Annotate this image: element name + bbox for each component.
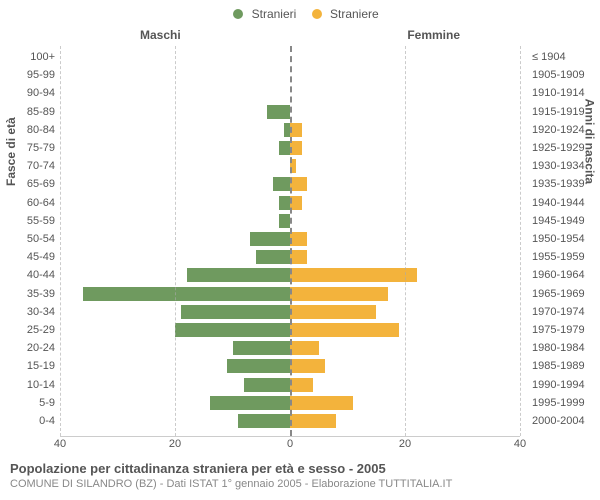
bar-female — [290, 232, 307, 246]
age-label: 70-74 — [0, 159, 55, 173]
x-tick-label: 40 — [514, 438, 526, 450]
bar-male — [83, 287, 290, 301]
bar-male — [238, 414, 290, 428]
birth-year-label: 2000-2004 — [532, 414, 600, 428]
birth-year-label: 1985-1989 — [532, 359, 600, 373]
birth-year-label: 1940-1944 — [532, 196, 600, 210]
age-label: 60-64 — [0, 196, 55, 210]
age-label: 95-99 — [0, 68, 55, 82]
bar-male — [227, 359, 290, 373]
birth-year-label: 1950-1954 — [532, 232, 600, 246]
bar-male — [279, 196, 291, 210]
age-label: 100+ — [0, 50, 55, 64]
heading-female: Femmine — [407, 28, 460, 42]
age-label: 65-69 — [0, 177, 55, 191]
x-tick-label: 20 — [169, 438, 181, 450]
bar-male — [279, 214, 291, 228]
legend: Stranieri Straniere — [0, 6, 600, 21]
plot-area — [60, 46, 520, 437]
x-tick-label: 0 — [287, 438, 293, 450]
bar-female — [290, 177, 307, 191]
bar-female — [290, 287, 388, 301]
legend-label-male: Stranieri — [252, 7, 297, 21]
birth-year-label: 1980-1984 — [532, 341, 600, 355]
birth-year-label: 1925-1929 — [532, 141, 600, 155]
birth-year-label: 1930-1934 — [532, 159, 600, 173]
birth-year-label: 1960-1964 — [532, 268, 600, 282]
bar-female — [290, 250, 307, 264]
bar-male — [244, 378, 290, 392]
age-label: 25-29 — [0, 323, 55, 337]
x-tick-label: 40 — [54, 438, 66, 450]
y-labels-birth: ≤ 1904 1905-1909 1910-1914 1915-1919 1920-19… — [532, 46, 600, 436]
population-pyramid-chart: Stranieri Straniere Maschi Femmine Fasce… — [0, 0, 600, 500]
grid-line — [520, 46, 521, 436]
birth-year-label: 1915-1919 — [532, 105, 600, 119]
age-label: 5-9 — [0, 396, 55, 410]
age-label: 10-14 — [0, 378, 55, 392]
age-label: 20-24 — [0, 341, 55, 355]
chart-subtitle: COMUNE DI SILANDRO (BZ) - Dati ISTAT 1° … — [10, 477, 452, 492]
bar-female — [290, 341, 319, 355]
age-label: 85-89 — [0, 105, 55, 119]
birth-year-label: 1975-1979 — [532, 323, 600, 337]
age-label: 45-49 — [0, 250, 55, 264]
age-label: 15-19 — [0, 359, 55, 373]
grid-line — [60, 46, 61, 436]
birth-year-label: 1905-1909 — [532, 68, 600, 82]
x-tick-label: 20 — [399, 438, 411, 450]
y-labels-age: 100+ 95-99 90-94 85-89 80-84 75-79 70-74 65-69 6… — [0, 46, 55, 436]
chart-footer: Popolazione per cittadinanza straniera p… — [10, 460, 452, 492]
age-label: 50-54 — [0, 232, 55, 246]
bar-female — [290, 359, 325, 373]
birth-year-label: 1965-1969 — [532, 287, 600, 301]
chart-title: Popolazione per cittadinanza straniera p… — [10, 460, 452, 478]
bar-male — [279, 141, 291, 155]
bar-female — [290, 323, 399, 337]
age-label: 40-44 — [0, 268, 55, 282]
bar-male — [273, 177, 290, 191]
bar-female — [290, 305, 376, 319]
bar-male — [233, 341, 291, 355]
age-label: 80-84 — [0, 123, 55, 137]
legend-label-female: Straniere — [330, 7, 379, 21]
birth-year-label: 1910-1914 — [532, 86, 600, 100]
center-axis-line — [290, 46, 292, 436]
bar-male — [175, 323, 290, 337]
birth-year-label: 1945-1949 — [532, 214, 600, 228]
bar-male — [210, 396, 291, 410]
legend-dot-female — [312, 9, 322, 19]
birth-year-label: 1990-1994 — [532, 378, 600, 392]
bar-male — [181, 305, 290, 319]
age-label: 55-59 — [0, 214, 55, 228]
bar-female — [290, 414, 336, 428]
bar-male — [267, 105, 290, 119]
legend-dot-male — [233, 9, 243, 19]
birth-year-label: 1935-1939 — [532, 177, 600, 191]
bar-male — [256, 250, 291, 264]
age-label: 75-79 — [0, 141, 55, 155]
bar-female — [290, 378, 313, 392]
age-label: 35-39 — [0, 287, 55, 301]
bar-male — [187, 268, 291, 282]
heading-male: Maschi — [140, 28, 181, 42]
birth-year-label: 1995-1999 — [532, 396, 600, 410]
bar-male — [250, 232, 290, 246]
birth-year-label: 1955-1959 — [532, 250, 600, 264]
birth-year-label: 1920-1924 — [532, 123, 600, 137]
age-label: 90-94 — [0, 86, 55, 100]
birth-year-label: ≤ 1904 — [532, 50, 600, 64]
age-label: 30-34 — [0, 305, 55, 319]
grid-line — [175, 46, 176, 436]
age-label: 0-4 — [0, 414, 55, 428]
bar-female — [290, 268, 417, 282]
birth-year-label: 1970-1974 — [532, 305, 600, 319]
bar-female — [290, 396, 353, 410]
grid-line — [405, 46, 406, 436]
